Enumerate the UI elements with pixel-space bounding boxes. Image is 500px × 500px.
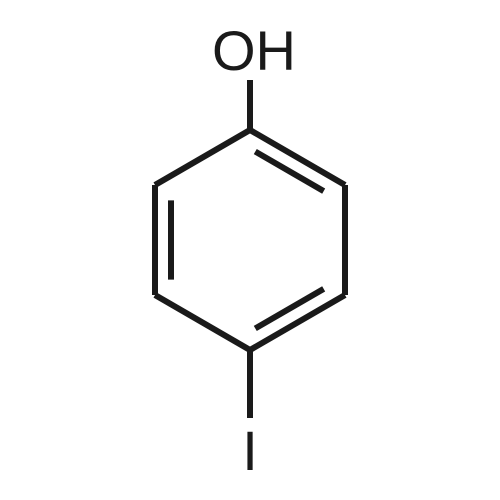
bond-line	[155, 295, 250, 350]
atom-label: I	[242, 419, 258, 482]
bond-line	[255, 289, 323, 329]
bonds-group	[155, 80, 345, 418]
molecule-diagram: OH I	[0, 0, 500, 500]
bond-line	[255, 152, 323, 192]
bond-line	[155, 130, 250, 185]
labels-group: OH I	[212, 19, 296, 482]
atom-label: OH	[212, 19, 296, 82]
